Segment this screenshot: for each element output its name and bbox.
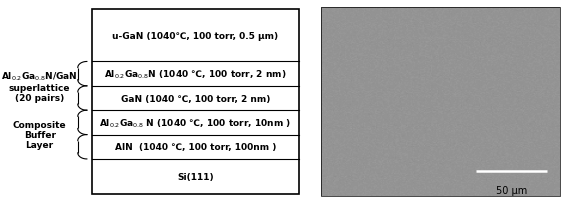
Text: AlN  (1040 ℃, 100 torr, 100nm ): AlN (1040 ℃, 100 torr, 100nm ) <box>115 143 276 152</box>
Text: Composite
Buffer
Layer: Composite Buffer Layer <box>13 120 67 150</box>
Text: Al$_{0.2}$Ga$_{0.8}$N/GaN
superlattice
(20 pairs): Al$_{0.2}$Ga$_{0.8}$N/GaN superlattice (… <box>1 70 78 103</box>
Bar <box>92 10 299 194</box>
Text: 50 μm: 50 μm <box>496 185 527 195</box>
Text: Al$_{0.2}$Ga$_{0.8}$N (1040 ℃, 100 torr, 2 nm): Al$_{0.2}$Ga$_{0.8}$N (1040 ℃, 100 torr,… <box>104 68 286 81</box>
Text: Si(111): Si(111) <box>177 172 214 181</box>
Text: Al$_{0.2}$Ga$_{0.8}$ N (1040 ℃, 100 torr, 10nm ): Al$_{0.2}$Ga$_{0.8}$ N (1040 ℃, 100 torr… <box>99 116 291 129</box>
Text: u-GaN (1040℃, 100 torr, 0.5 μm): u-GaN (1040℃, 100 torr, 0.5 μm) <box>112 32 279 41</box>
Text: GaN (1040 ℃, 100 torr, 2 nm): GaN (1040 ℃, 100 torr, 2 nm) <box>120 94 270 103</box>
